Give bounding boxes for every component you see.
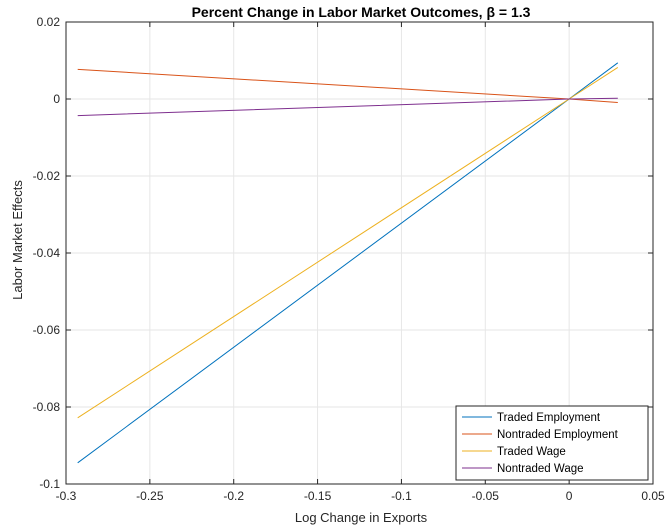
x-tick-label: -0.05: [472, 489, 500, 503]
y-axis-label: Labor Market Effects: [10, 180, 25, 300]
y-tick-label: -0.04: [33, 246, 61, 260]
y-tick-label: 0: [53, 92, 60, 106]
series-line-nontraded-wage: [77, 97, 618, 117]
y-tick-label: 0.02: [37, 15, 61, 29]
x-axis-label: Log Change in Exports: [295, 510, 428, 525]
x-tick-label: -0.1: [391, 489, 412, 503]
y-tick-label: -0.1: [39, 477, 60, 491]
x-tick-label: -0.15: [304, 489, 332, 503]
x-tick-label: 0: [566, 489, 573, 503]
series-line-traded-wage: [77, 66, 619, 419]
x-tick-label: -0.25: [136, 489, 164, 503]
legend-entry: Traded Employment: [497, 412, 601, 424]
y-tick-label: -0.08: [33, 400, 61, 414]
legend-entry: Nontraded Employment: [497, 429, 619, 441]
axis-ticks: -0.3 -0.25 -0.2 -0.15 -0.1 -0.05 0 0.05 -0.1 -0.0…: [33, 15, 665, 503]
series-line-nontraded-employment: [77, 68, 618, 103]
x-tick-label: -0.2: [223, 489, 244, 503]
series-lines: [77, 62, 619, 464]
legend: Traded Employment Nontraded Employment Tra…: [455, 405, 649, 481]
series-line-traded-employment: [77, 62, 619, 464]
x-tick-label: 0.05: [641, 489, 665, 503]
legend-entry: Traded Wage: [497, 446, 566, 458]
legend-entry: Nontraded Wage: [497, 463, 584, 475]
x-tick-label: -0.3: [56, 489, 77, 503]
y-tick-label: -0.06: [33, 323, 61, 337]
chart-title: Percent Change in Labor Market Outcomes,…: [192, 4, 531, 20]
y-tick-label: -0.02: [33, 169, 61, 183]
